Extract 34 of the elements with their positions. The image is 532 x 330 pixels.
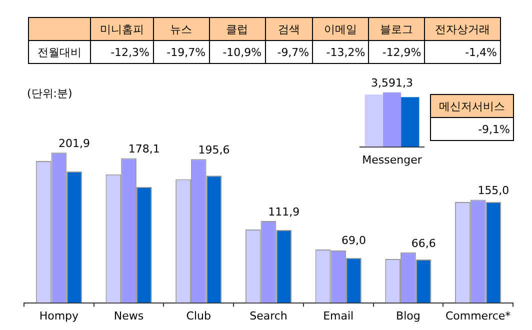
text: -1,4% bbox=[465, 46, 497, 58]
category-label: 이메일 bbox=[312, 18, 369, 40]
x-tick-label: Messenger bbox=[362, 153, 422, 166]
text: 전월대비 bbox=[28, 40, 91, 64]
x-tick-label: Commerce* bbox=[445, 309, 512, 322]
category-label: 미니홈피 bbox=[90, 18, 153, 40]
category-label: 메신저서비스 bbox=[430, 94, 514, 118]
x-tick-label: Hompy bbox=[39, 309, 80, 322]
data-label: 66,6 bbox=[411, 236, 436, 250]
data-label: 201,9 bbox=[58, 136, 90, 150]
x-tick-label: Blog bbox=[396, 309, 420, 322]
text: -19,7% bbox=[166, 46, 206, 58]
x-tick-label: Club bbox=[186, 309, 211, 322]
text: -10,9% bbox=[222, 46, 262, 58]
data-label: 178,1 bbox=[128, 142, 160, 156]
text: -9,1% bbox=[478, 122, 510, 136]
data-label: 69,0 bbox=[341, 234, 366, 247]
text: 3,591,3 bbox=[371, 76, 413, 90]
category-label: 뉴스 bbox=[153, 18, 210, 40]
x-tick-label: Search bbox=[250, 309, 288, 322]
category-label: 클럽 bbox=[209, 18, 266, 40]
y-axis-title: (단위:분) bbox=[27, 86, 72, 101]
text: -13,2% bbox=[326, 46, 366, 58]
x-tick-label: Email bbox=[323, 309, 354, 322]
data-label: 111,9 bbox=[268, 205, 300, 218]
data-label: 155,0 bbox=[478, 184, 510, 198]
text: -9,7% bbox=[277, 46, 310, 58]
x-tick-label: News bbox=[114, 309, 144, 322]
category-label: 검색 bbox=[265, 18, 313, 40]
category-label: 전자상거래 bbox=[424, 18, 500, 40]
data-label: 195,6 bbox=[198, 143, 230, 156]
text: -12,3% bbox=[110, 46, 150, 58]
text: -12,9% bbox=[382, 46, 422, 58]
category-label: 블로그 bbox=[368, 18, 425, 40]
